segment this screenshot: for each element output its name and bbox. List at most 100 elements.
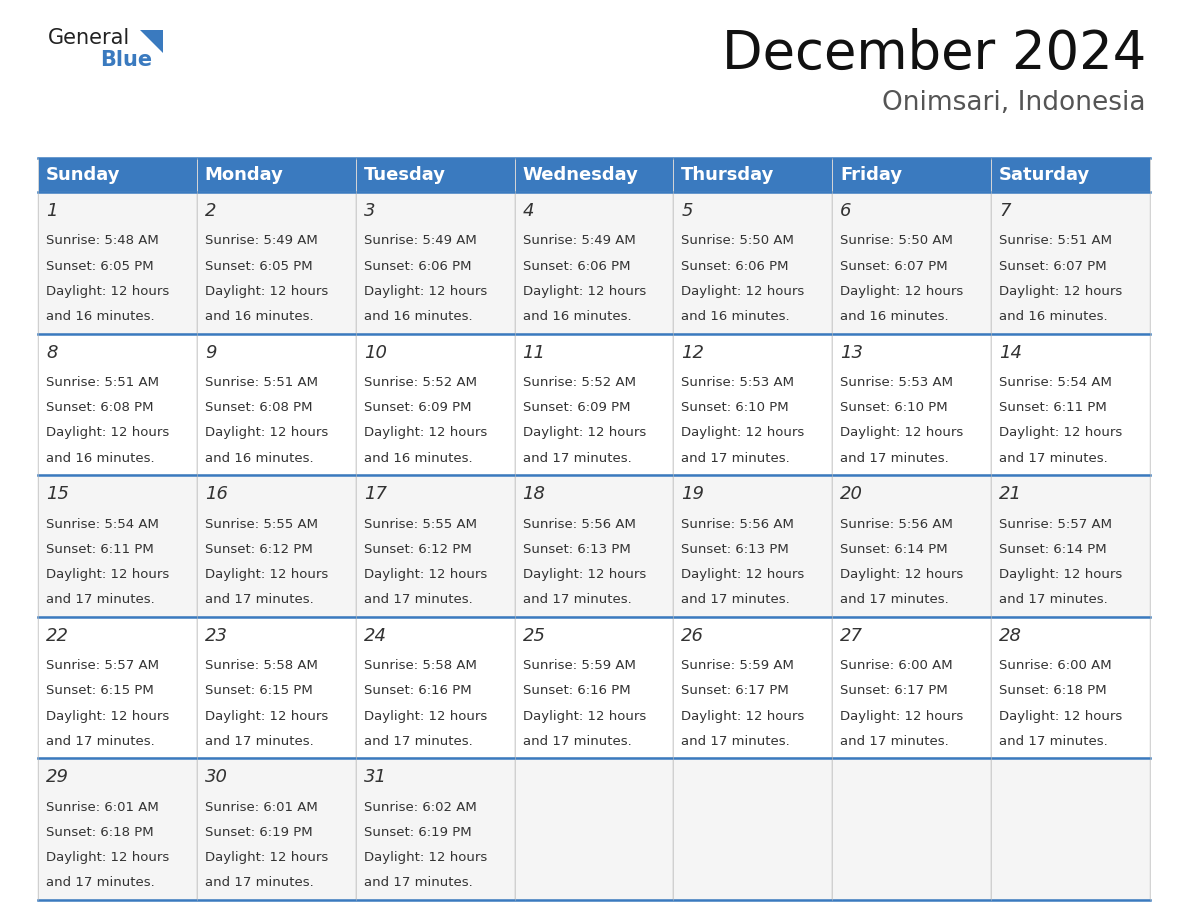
Text: Sunrise: 5:52 AM: Sunrise: 5:52 AM (523, 376, 636, 389)
Text: Sunset: 6:14 PM: Sunset: 6:14 PM (840, 543, 948, 556)
Text: Sunset: 6:10 PM: Sunset: 6:10 PM (840, 401, 948, 414)
Text: and 17 minutes.: and 17 minutes. (682, 735, 790, 748)
Text: Sunrise: 5:50 AM: Sunrise: 5:50 AM (840, 234, 953, 248)
Text: Daylight: 12 hours: Daylight: 12 hours (840, 285, 963, 297)
Bar (674, 333, 833, 476)
Text: Sunrise: 5:55 AM: Sunrise: 5:55 AM (364, 518, 476, 531)
Text: and 17 minutes.: and 17 minutes. (523, 735, 631, 748)
Text: and 17 minutes.: and 17 minutes. (204, 593, 314, 606)
Text: and 16 minutes.: and 16 minutes. (46, 452, 154, 465)
Text: Daylight: 12 hours: Daylight: 12 hours (46, 710, 169, 722)
Text: 27: 27 (840, 627, 864, 644)
Text: Sunrise: 5:53 AM: Sunrise: 5:53 AM (682, 376, 795, 389)
Text: Daylight: 12 hours: Daylight: 12 hours (840, 427, 963, 440)
Text: 26: 26 (682, 627, 704, 644)
Bar (674, 758, 833, 900)
Bar (38, 758, 197, 900)
Text: 17: 17 (364, 485, 386, 503)
Text: 23: 23 (204, 627, 228, 644)
Text: Thursday: Thursday (682, 166, 775, 184)
Bar (514, 333, 674, 476)
Text: and 16 minutes.: and 16 minutes. (364, 310, 473, 323)
Text: Sunset: 6:15 PM: Sunset: 6:15 PM (204, 685, 312, 698)
Text: Daylight: 12 hours: Daylight: 12 hours (682, 285, 804, 297)
Polygon shape (140, 30, 163, 53)
Text: and 17 minutes.: and 17 minutes. (682, 593, 790, 606)
Bar (514, 476, 674, 617)
Text: Sunset: 6:19 PM: Sunset: 6:19 PM (364, 826, 472, 839)
Text: 3: 3 (364, 202, 375, 220)
Text: Sunrise: 5:49 AM: Sunrise: 5:49 AM (364, 234, 476, 248)
Text: Sunrise: 5:49 AM: Sunrise: 5:49 AM (204, 234, 317, 248)
Text: and 17 minutes.: and 17 minutes. (840, 593, 949, 606)
Text: Sunrise: 6:01 AM: Sunrise: 6:01 AM (204, 800, 317, 814)
Text: Sunset: 6:13 PM: Sunset: 6:13 PM (523, 543, 631, 556)
Text: Sunrise: 5:54 AM: Sunrise: 5:54 AM (46, 518, 159, 531)
Text: Daylight: 12 hours: Daylight: 12 hours (840, 710, 963, 722)
Text: Daylight: 12 hours: Daylight: 12 hours (46, 568, 169, 581)
Text: Daylight: 12 hours: Daylight: 12 hours (364, 851, 487, 864)
Text: Sunrise: 5:55 AM: Sunrise: 5:55 AM (204, 518, 318, 531)
Text: Tuesday: Tuesday (364, 166, 446, 184)
Text: Friday: Friday (840, 166, 903, 184)
Text: Sunrise: 5:59 AM: Sunrise: 5:59 AM (523, 659, 636, 672)
Bar (514, 192, 674, 333)
Text: Sunset: 6:16 PM: Sunset: 6:16 PM (523, 685, 630, 698)
Bar (197, 476, 355, 617)
Text: Sunrise: 5:53 AM: Sunrise: 5:53 AM (840, 376, 953, 389)
Text: Sunset: 6:18 PM: Sunset: 6:18 PM (46, 826, 153, 839)
Bar (355, 617, 514, 758)
Text: Sunset: 6:18 PM: Sunset: 6:18 PM (999, 685, 1107, 698)
Text: Sunset: 6:16 PM: Sunset: 6:16 PM (364, 685, 472, 698)
Text: and 16 minutes.: and 16 minutes. (46, 310, 154, 323)
Text: Daylight: 12 hours: Daylight: 12 hours (46, 427, 169, 440)
Text: Daylight: 12 hours: Daylight: 12 hours (46, 851, 169, 864)
Text: 29: 29 (46, 768, 69, 787)
Text: 8: 8 (46, 343, 57, 362)
Bar (197, 192, 355, 333)
Text: and 16 minutes.: and 16 minutes. (204, 452, 314, 465)
Text: Daylight: 12 hours: Daylight: 12 hours (840, 568, 963, 581)
Text: and 17 minutes.: and 17 minutes. (999, 593, 1108, 606)
Bar (991, 158, 1150, 192)
Text: and 17 minutes.: and 17 minutes. (46, 593, 154, 606)
Text: Sunrise: 5:54 AM: Sunrise: 5:54 AM (999, 376, 1112, 389)
Bar (833, 476, 991, 617)
Text: 19: 19 (682, 485, 704, 503)
Bar (355, 476, 514, 617)
Text: 15: 15 (46, 485, 69, 503)
Text: 28: 28 (999, 627, 1022, 644)
Bar (38, 158, 197, 192)
Bar (355, 758, 514, 900)
Text: Sunset: 6:07 PM: Sunset: 6:07 PM (840, 260, 948, 273)
Text: and 16 minutes.: and 16 minutes. (682, 310, 790, 323)
Text: and 16 minutes.: and 16 minutes. (840, 310, 949, 323)
Text: General: General (48, 28, 131, 48)
Text: Sunset: 6:09 PM: Sunset: 6:09 PM (523, 401, 630, 414)
Text: 20: 20 (840, 485, 864, 503)
Text: 21: 21 (999, 485, 1022, 503)
Bar (38, 333, 197, 476)
Bar (355, 158, 514, 192)
Text: Sunrise: 5:52 AM: Sunrise: 5:52 AM (364, 376, 476, 389)
Text: 1: 1 (46, 202, 57, 220)
Text: Daylight: 12 hours: Daylight: 12 hours (999, 568, 1123, 581)
Text: Daylight: 12 hours: Daylight: 12 hours (364, 427, 487, 440)
Text: 5: 5 (682, 202, 693, 220)
Text: and 17 minutes.: and 17 minutes. (46, 877, 154, 890)
Text: Daylight: 12 hours: Daylight: 12 hours (523, 285, 646, 297)
Text: 10: 10 (364, 343, 386, 362)
Text: Sunrise: 5:59 AM: Sunrise: 5:59 AM (682, 659, 795, 672)
Bar (355, 333, 514, 476)
Text: 4: 4 (523, 202, 535, 220)
Bar (514, 158, 674, 192)
Text: Sunset: 6:12 PM: Sunset: 6:12 PM (364, 543, 472, 556)
Bar (833, 158, 991, 192)
Text: Onimsari, Indonesia: Onimsari, Indonesia (883, 90, 1146, 116)
Text: Sunset: 6:07 PM: Sunset: 6:07 PM (999, 260, 1107, 273)
Text: and 17 minutes.: and 17 minutes. (204, 735, 314, 748)
Text: and 17 minutes.: and 17 minutes. (682, 452, 790, 465)
Text: Sunset: 6:12 PM: Sunset: 6:12 PM (204, 543, 312, 556)
Text: and 16 minutes.: and 16 minutes. (999, 310, 1107, 323)
Bar (833, 617, 991, 758)
